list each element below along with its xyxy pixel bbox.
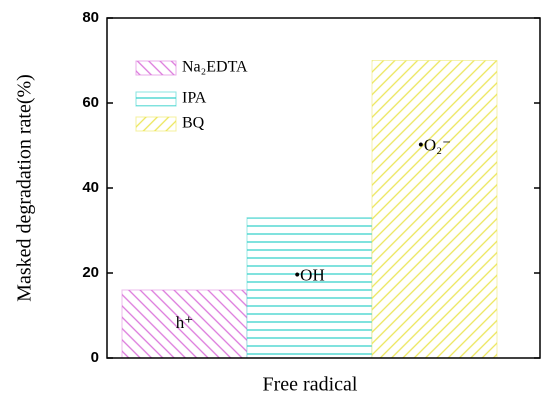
legend-swatch	[135, 116, 177, 132]
bar	[121, 289, 248, 359]
bar	[246, 217, 373, 359]
bar-annotation: •O₂⁻	[418, 136, 451, 155]
legend-label: IPA	[182, 90, 207, 107]
y-tick-label: 80	[82, 9, 99, 26]
legend-swatch	[135, 91, 177, 107]
bar-annotation: h⁺	[176, 313, 193, 332]
legend-swatch	[135, 60, 177, 76]
y-tick-label: 20	[82, 264, 99, 281]
bar	[371, 60, 498, 359]
y-tick-label: 40	[82, 179, 99, 196]
x-axis-label: Free radical	[263, 374, 358, 396]
y-tick-label: 0	[91, 349, 99, 366]
y-tick-label: 60	[82, 94, 99, 111]
legend-label: BQ	[182, 115, 205, 132]
y-axis-label: Masked degradation rate(%)	[14, 74, 36, 302]
bar-annotation: •OH	[294, 266, 325, 285]
legend-label: Na₂EDTA	[182, 59, 248, 76]
